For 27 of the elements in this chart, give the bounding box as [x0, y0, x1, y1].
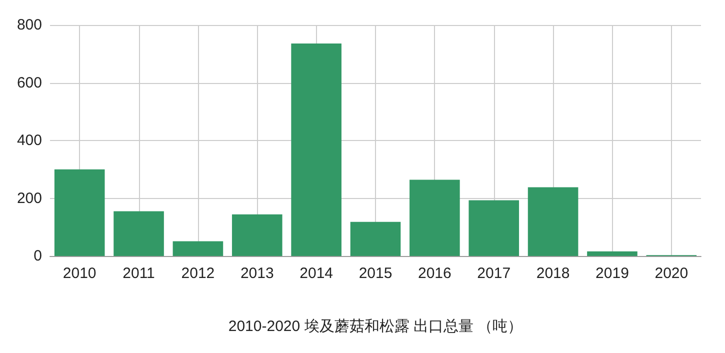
x-tick-label: 2016	[418, 265, 452, 282]
x-axis-title: 2010-2020 埃及蘑菇和松露 出口总量 （吨）	[228, 318, 523, 335]
bar	[587, 251, 638, 256]
x-tick-label: 2018	[536, 265, 570, 282]
bar	[232, 214, 282, 256]
bar	[410, 180, 460, 256]
x-tick-label: 2017	[477, 265, 511, 282]
x-tick-label: 2012	[181, 265, 215, 282]
x-tick-label: 2011	[122, 265, 155, 282]
x-tick-label: 2015	[358, 265, 392, 282]
x-tick-label: 2013	[240, 265, 274, 282]
y-tick-label: 400	[16, 132, 42, 149]
y-tick-label: 800	[16, 16, 42, 34]
bar	[54, 169, 105, 256]
y-tick-label: 200	[16, 190, 42, 207]
bar	[291, 43, 342, 256]
bar	[468, 200, 520, 256]
y-tick-label: 600	[16, 74, 42, 92]
y-tick-label: 0	[34, 248, 42, 264]
bar	[114, 211, 164, 256]
x-tick-label: 2020	[654, 265, 688, 282]
x-tick-label: 2019	[596, 265, 629, 282]
x-tick-label: 2014	[300, 265, 334, 282]
x-tick-label: 2010	[62, 265, 96, 282]
bar	[528, 187, 578, 256]
bar	[172, 241, 224, 256]
bar	[350, 222, 401, 256]
